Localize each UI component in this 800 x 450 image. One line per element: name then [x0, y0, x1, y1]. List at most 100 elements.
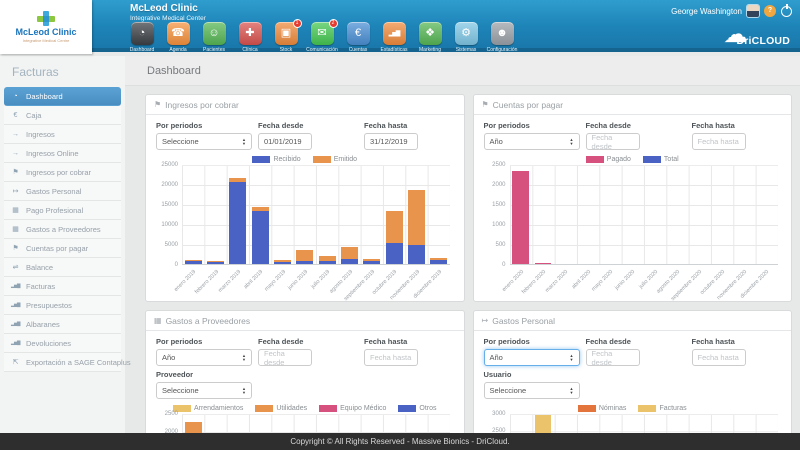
nav-item-estadisticas[interactable]: ▂▅▇ Estadísticas — [379, 22, 409, 53]
caja-icon: € — [13, 111, 18, 119]
gastos-personal-fecha-hasta-input[interactable]: Fecha hasta — [691, 349, 746, 366]
gastos-personal-period-select[interactable]: Año — [483, 349, 580, 366]
bar-segment-emitido — [385, 211, 403, 243]
sidebar-item-gastos-a-proveedores[interactable]: ▦ Gastos a Proveedores — [4, 220, 121, 239]
sidebar-item-label: Ingresos Online — [26, 148, 79, 158]
sidebar-item-dashboard[interactable]: ◔ Dashboard — [4, 87, 121, 106]
legend-swatch — [642, 156, 661, 163]
sidebar-item-gastos-personal[interactable]: ↦ Gastos Personal — [4, 182, 121, 201]
legend-label: Pagado — [606, 156, 631, 163]
field-label: Fecha hasta — [691, 121, 735, 130]
y-tick-label: 1000 — [492, 222, 506, 228]
sidebar-title: Facturas — [12, 65, 59, 79]
date-from-field: Fecha desde 01/01/2019 — [258, 121, 358, 150]
ingresos-por-cobrar-fecha-desde-input[interactable]: 01/01/2019 — [258, 133, 312, 150]
y-tick-label: 20000 — [161, 182, 178, 188]
logout-power-icon[interactable] — [781, 5, 792, 17]
cuentas-por-pagar-icon: ⚑ — [12, 245, 19, 252]
nav-item-configuracion[interactable]: ☻ Configuración — [487, 22, 517, 53]
cuentas-por-pagar-period-select[interactable]: Año — [483, 133, 580, 150]
field-label: Fecha hasta — [691, 337, 735, 346]
gastos-personal-usuario-select[interactable]: Seleccione — [483, 382, 580, 399]
person-report-icon: ⚑ — [481, 100, 489, 109]
bar-segment-recibido — [274, 261, 291, 264]
nav-item-agenda[interactable]: ☎ Agenda — [163, 22, 193, 53]
date-from-field: Fecha desde Fecha desde — [258, 337, 358, 367]
nav-item-sistemas[interactable]: ⚙ Sistemas — [451, 22, 481, 53]
legend-item-nominas: Nóminas — [577, 405, 626, 412]
gastos-personal-icon: ↦ — [12, 188, 19, 195]
nav-item-marketing[interactable]: ❖ Marketing — [415, 22, 445, 53]
cuentas-por-pagar-fecha-hasta-input[interactable]: Fecha hasta — [691, 133, 746, 150]
nav-item-pacientes[interactable]: ☺ Pacientes — [199, 22, 229, 53]
chart-column — [644, 166, 666, 264]
ingresos-por-cobrar-period-select[interactable]: Seleccione — [156, 133, 252, 150]
sidebar-item-albaranes[interactable]: ▂▅▇ Albaranes — [4, 315, 121, 334]
chart-legend: Nóminas Facturas — [484, 405, 782, 412]
sidebar-item-ingresos-online[interactable]: → Ingresos Online — [4, 144, 121, 163]
sidebar-item-presupuestos[interactable]: ▂▅▇ Presupuestos — [4, 296, 121, 315]
avatar[interactable] — [747, 5, 759, 17]
sidebar-item-caja[interactable]: € Caja — [4, 106, 121, 125]
sidebar-item-ingresos-por-cobrar[interactable]: ⚑ Ingresos por cobrar — [4, 163, 121, 182]
cloud-icon — [723, 27, 736, 47]
bar-segment-recibido — [207, 261, 224, 264]
nav-item-cuentas[interactable]: € Cuentas — [343, 22, 373, 53]
sidebar-item-label: Devoluciones — [26, 338, 72, 348]
chart-column — [755, 166, 777, 264]
period-field: Por periodos Año — [483, 121, 580, 150]
nav-item-dashboard[interactable]: ◔ Dashboard — [127, 22, 157, 53]
sidebar-item-facturas[interactable]: ▂▅▇ Facturas — [4, 277, 121, 296]
select-arrows-icon — [570, 387, 574, 395]
nav-item-stock[interactable]: ▣ 1 Stock — [271, 19, 302, 53]
legend-label: Arrendamientos — [193, 405, 244, 412]
nav-item-clinica[interactable]: ✚ Clínica — [235, 22, 265, 53]
nav-item-comunicacion[interactable]: ✉ 2 Comunicación — [306, 19, 338, 53]
help-button[interactable]: ? — [764, 5, 776, 17]
cuentas-por-pagar-fecha-desde-input[interactable]: Fecha desde — [585, 133, 640, 151]
chart-column — [711, 166, 733, 264]
sign-out-icon: ↦ — [481, 316, 489, 325]
bar-segment-emitido — [184, 259, 202, 261]
chart-column — [510, 166, 532, 264]
gastos-a-proveedores-fecha-hasta-input[interactable]: Fecha hasta — [364, 349, 418, 366]
field-label: Usuario — [483, 370, 512, 379]
chart-column — [182, 166, 204, 264]
sidebar-item-balance[interactable]: ⇌ Balance — [4, 258, 121, 277]
gastos-a-proveedores-period-select[interactable]: Año — [156, 349, 252, 366]
app-nav: ◔ Dashboard ☎ Agenda ☺ Pacientes ✚ Clínica ▣ 1 Sto… — [127, 19, 517, 53]
sidebar-item-pago-profesional[interactable]: ▦ Pago Profesional — [4, 201, 121, 220]
chart-column — [271, 166, 293, 264]
y-tick-label: 0 — [502, 262, 506, 268]
user-name[interactable]: George Washington — [671, 6, 742, 16]
sidebar-item-exportacion-a-sage-contaplus[interactable]: ⇱ Exportación a SAGE Contaplus — [4, 353, 131, 372]
chart-column — [733, 166, 755, 264]
dashboard-icon: ◔ — [130, 22, 154, 45]
gastos-personal-fecha-desde-input[interactable]: Fecha desde — [585, 349, 640, 367]
sidebar-item-ingresos[interactable]: → Ingresos — [4, 125, 121, 144]
marketing-icon: ❖ — [418, 22, 442, 45]
legend-label: Equipo Médico — [340, 405, 387, 412]
select-arrows-icon — [570, 138, 574, 146]
ingresos-por-cobrar-icon: ⚑ — [12, 169, 19, 176]
field-label: Fecha desde — [258, 121, 304, 130]
chart-column — [204, 166, 226, 264]
bar-segment-recibido — [318, 260, 336, 264]
chart-column — [532, 166, 554, 264]
sidebar-item-devoluciones[interactable]: ▂▅▇ Devoluciones — [4, 334, 121, 353]
chart-cuentas-por-pagar: 2500 2000 1500 1000 500 0 enero 2020 febrero 20… — [484, 162, 782, 301]
bar-segment-recibido — [430, 260, 448, 264]
panel-body: Por periodos Seleccione Fecha desde 01/01/2… — [146, 115, 464, 301]
gastos-a-proveedores-proveedor-select[interactable]: Seleccione — [156, 382, 252, 399]
clinic-title: McLeod Clinic — [130, 3, 198, 14]
chart-plot — [182, 165, 450, 265]
sidebar-item-cuentas-por-pagar[interactable]: ⚑ Cuentas por pagar — [4, 239, 121, 258]
gastos-a-proveedores-fecha-desde-input[interactable]: Fecha desde — [258, 349, 312, 367]
copyright-text: Copyright © All Rights Reserved - Massiv… — [290, 437, 510, 446]
field-label: Fecha desde — [258, 337, 304, 346]
y-tick-label: 2500 — [492, 428, 506, 435]
legend-item-emitido: Emitido — [312, 156, 357, 163]
logo-name: McLeod Clinic — [15, 27, 77, 37]
ingresos-por-cobrar-fecha-hasta-input[interactable]: 31/12/2019 — [364, 133, 418, 150]
